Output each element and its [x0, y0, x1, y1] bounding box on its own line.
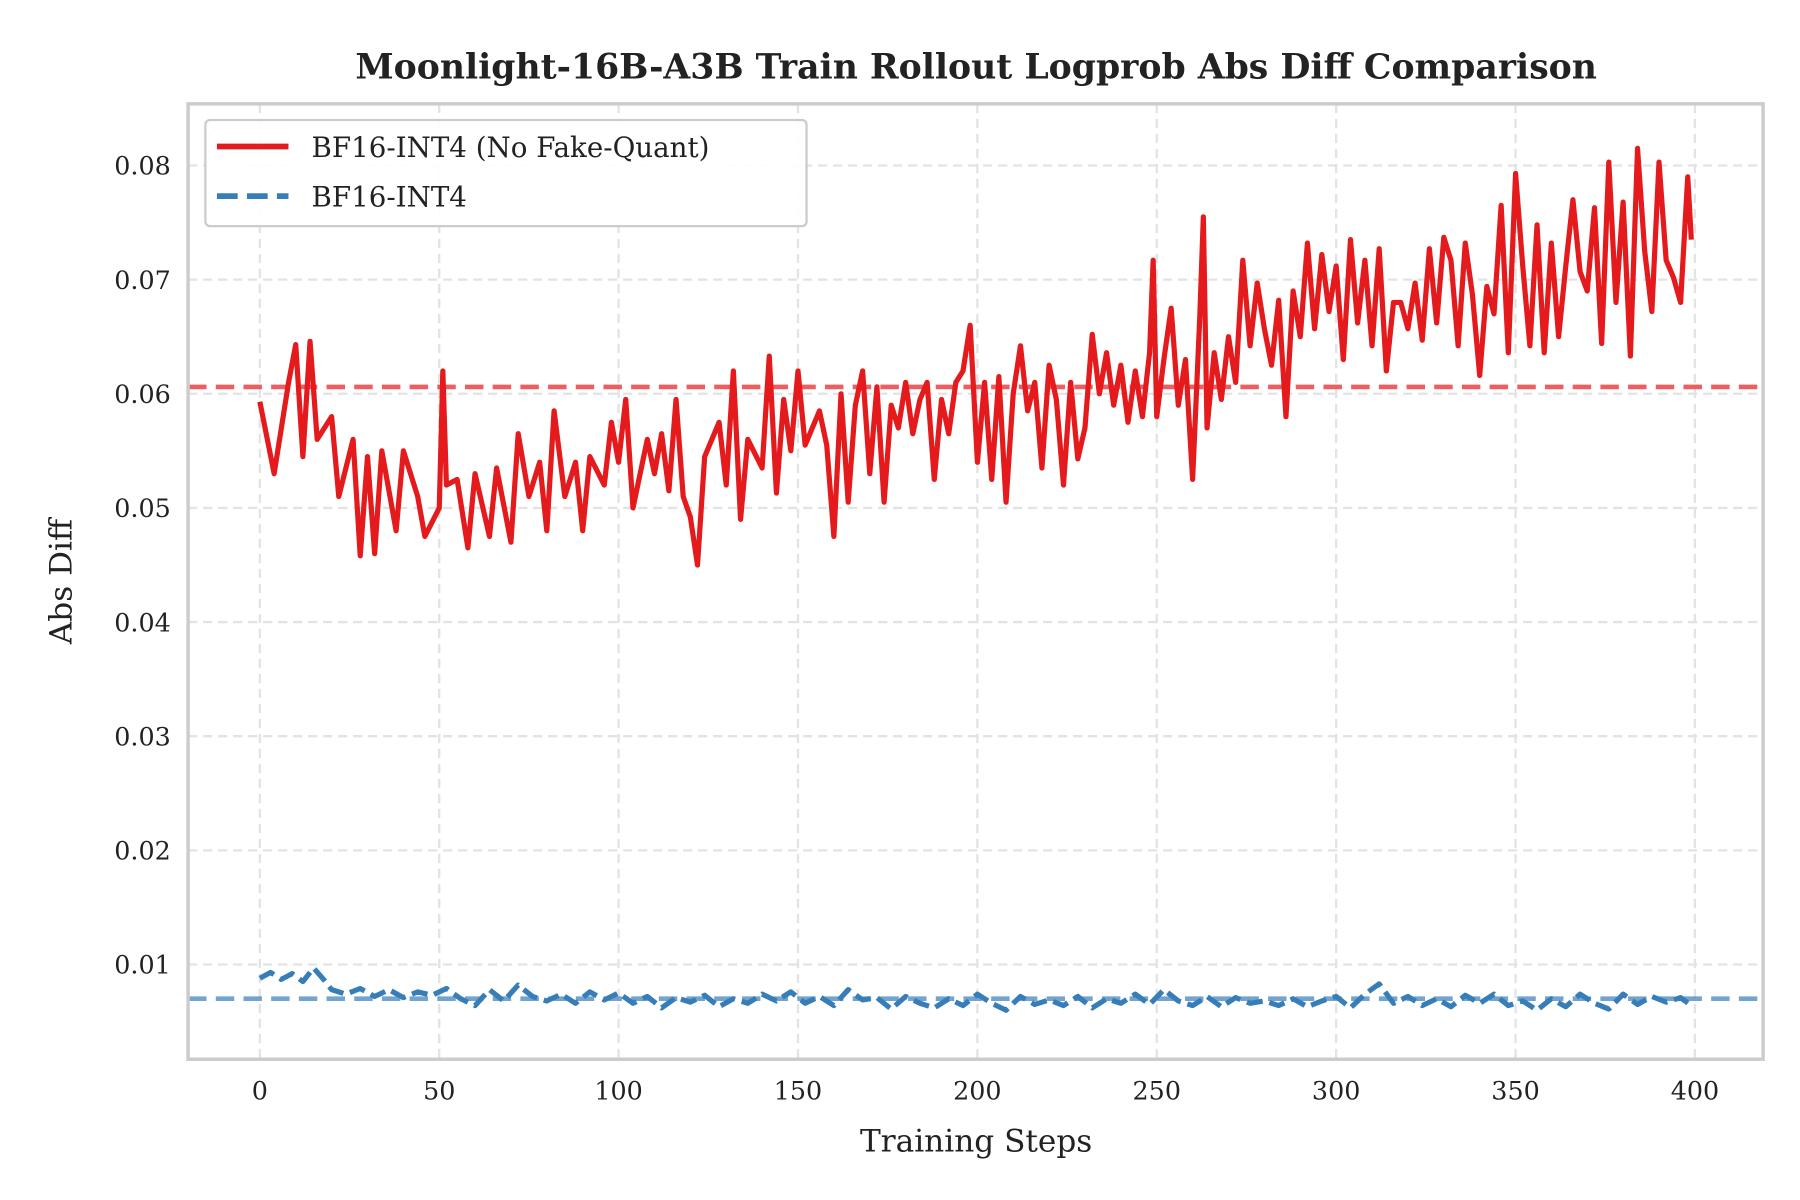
- x-tick-label: 200: [953, 1076, 1001, 1106]
- ticks: 0 50 100 150 200 250 300 350 400 0.01 0.02 0.03 0.04…: [114, 151, 1719, 1106]
- legend-box: [204, 118, 808, 228]
- y-tick-label: 0.01: [114, 950, 170, 980]
- y-axis-label: Abs Diff: [44, 517, 80, 645]
- x-tick-label: 300: [1312, 1076, 1360, 1106]
- x-tick-label: 400: [1671, 1076, 1719, 1106]
- y-tick-label: 0.04: [114, 607, 170, 637]
- series-lines: [257, 145, 1694, 1013]
- x-axis-label: Training Steps: [860, 1124, 1092, 1160]
- legend: BF16-INT4 (No Fake-Quant) BF16-INT4: [204, 118, 808, 228]
- y-tick-label: 0.07: [114, 265, 170, 295]
- y-tick-label: 0.08: [114, 151, 170, 181]
- legend-label-bf16-int4: BF16-INT4: [312, 181, 467, 214]
- x-tick-label: 100: [594, 1076, 642, 1106]
- legend-label-no-fake-quant: BF16-INT4 (No Fake-Quant): [312, 131, 710, 164]
- x-tick-label: 0: [252, 1076, 268, 1106]
- y-tick-label: 0.05: [114, 493, 170, 523]
- x-tick-label: 50: [423, 1076, 455, 1106]
- y-tick-label: 0.02: [114, 836, 170, 866]
- y-tick-label: 0.03: [114, 721, 170, 751]
- y-tick-label: 0.06: [114, 379, 170, 409]
- x-tick-label: 150: [774, 1076, 822, 1106]
- x-tick-label: 250: [1133, 1076, 1181, 1106]
- plot-frame: [186, 102, 1765, 1061]
- chart-title: Moonlight-16B-A3B Train Rollout Logprob …: [355, 47, 1597, 87]
- x-tick-label: 350: [1491, 1076, 1539, 1106]
